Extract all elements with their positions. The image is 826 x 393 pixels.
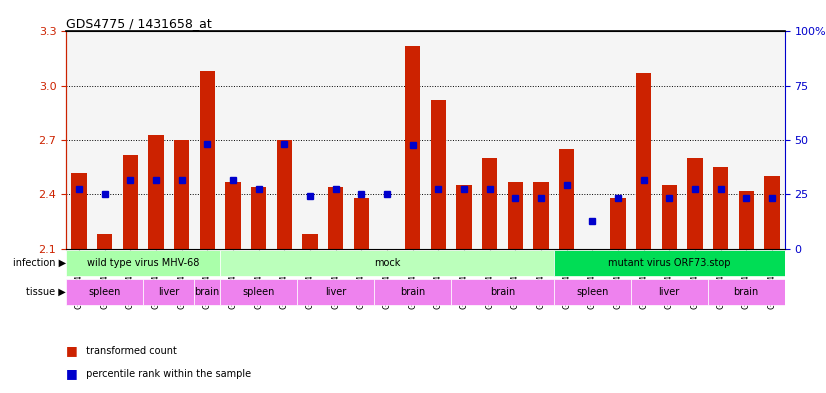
Bar bbox=[200, 71, 215, 249]
FancyBboxPatch shape bbox=[553, 279, 631, 305]
Bar bbox=[482, 158, 497, 249]
Bar bbox=[354, 198, 369, 249]
Bar bbox=[277, 140, 292, 249]
Bar bbox=[533, 182, 548, 249]
Bar bbox=[662, 185, 676, 249]
FancyBboxPatch shape bbox=[451, 279, 553, 305]
Bar bbox=[456, 185, 472, 249]
Text: spleen: spleen bbox=[242, 287, 275, 297]
Text: liver: liver bbox=[658, 287, 680, 297]
Bar bbox=[122, 154, 138, 249]
FancyBboxPatch shape bbox=[220, 279, 297, 305]
Text: brain: brain bbox=[490, 287, 515, 297]
Text: transformed count: transformed count bbox=[83, 346, 177, 356]
Bar bbox=[559, 149, 574, 249]
Text: mutant virus ORF73.stop: mutant virus ORF73.stop bbox=[608, 258, 730, 268]
Bar bbox=[405, 46, 420, 249]
Text: mock: mock bbox=[373, 258, 400, 268]
Text: percentile rank within the sample: percentile rank within the sample bbox=[83, 369, 251, 379]
Bar bbox=[687, 158, 703, 249]
Text: GDS4775 / 1431658_at: GDS4775 / 1431658_at bbox=[66, 17, 211, 30]
FancyBboxPatch shape bbox=[143, 279, 194, 305]
Bar bbox=[225, 182, 240, 249]
Bar bbox=[636, 73, 651, 249]
FancyBboxPatch shape bbox=[708, 279, 785, 305]
Bar bbox=[610, 198, 625, 249]
FancyBboxPatch shape bbox=[194, 279, 220, 305]
Bar bbox=[328, 187, 344, 249]
FancyBboxPatch shape bbox=[297, 279, 374, 305]
Bar bbox=[251, 187, 266, 249]
Bar bbox=[302, 234, 317, 249]
Bar bbox=[430, 100, 446, 249]
FancyBboxPatch shape bbox=[374, 279, 451, 305]
Text: spleen: spleen bbox=[576, 287, 609, 297]
Bar bbox=[71, 173, 87, 249]
Bar bbox=[713, 167, 729, 249]
Text: brain: brain bbox=[733, 287, 759, 297]
Bar bbox=[148, 134, 164, 249]
FancyBboxPatch shape bbox=[631, 279, 708, 305]
Bar bbox=[507, 182, 523, 249]
Text: ■: ■ bbox=[66, 367, 78, 380]
Text: wild type virus MHV-68: wild type virus MHV-68 bbox=[87, 258, 199, 268]
FancyBboxPatch shape bbox=[553, 250, 785, 276]
Bar bbox=[173, 140, 189, 249]
Text: liver: liver bbox=[325, 287, 346, 297]
Text: spleen: spleen bbox=[88, 287, 121, 297]
Bar bbox=[738, 191, 754, 249]
FancyBboxPatch shape bbox=[66, 250, 220, 276]
Text: brain: brain bbox=[400, 287, 425, 297]
Text: brain: brain bbox=[195, 287, 220, 297]
Bar bbox=[97, 234, 112, 249]
Text: ■: ■ bbox=[66, 344, 78, 357]
Text: infection ▶: infection ▶ bbox=[13, 258, 66, 268]
FancyBboxPatch shape bbox=[220, 250, 553, 276]
FancyBboxPatch shape bbox=[66, 279, 143, 305]
Text: liver: liver bbox=[158, 287, 179, 297]
Bar bbox=[764, 176, 780, 249]
Text: tissue ▶: tissue ▶ bbox=[26, 287, 66, 297]
